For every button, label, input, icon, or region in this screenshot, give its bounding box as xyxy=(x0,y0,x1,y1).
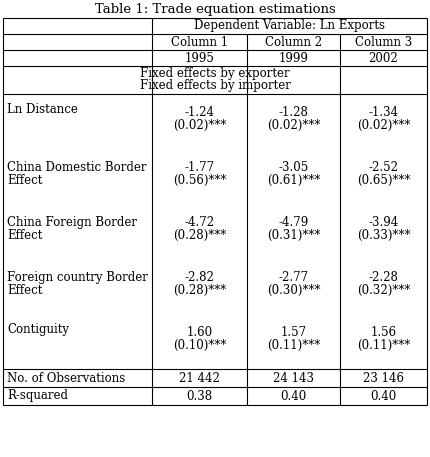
Text: -4.79: -4.79 xyxy=(278,216,309,228)
Text: (0.10)***: (0.10)*** xyxy=(173,340,226,352)
Text: (0.28)***: (0.28)*** xyxy=(173,229,226,242)
Text: -2.77: -2.77 xyxy=(279,271,309,284)
Text: Column 2: Column 2 xyxy=(265,36,322,48)
Text: (0.30)***: (0.30)*** xyxy=(267,284,320,298)
Text: -1.77: -1.77 xyxy=(184,161,215,174)
Text: Fixed effects by importer: Fixed effects by importer xyxy=(140,80,290,92)
Text: Effect: Effect xyxy=(7,229,43,242)
Text: (0.31)***: (0.31)*** xyxy=(267,229,320,242)
Text: -1.34: -1.34 xyxy=(369,106,399,119)
Text: (0.56)***: (0.56)*** xyxy=(173,175,226,187)
Text: 1.56: 1.56 xyxy=(370,326,396,339)
Text: 0.40: 0.40 xyxy=(370,389,396,403)
Text: 0.38: 0.38 xyxy=(187,389,212,403)
Text: -1.28: -1.28 xyxy=(279,106,308,119)
Text: (0.02)***: (0.02)*** xyxy=(357,119,410,133)
Text: Effect: Effect xyxy=(7,284,43,298)
Text: (0.11)***: (0.11)*** xyxy=(267,340,320,352)
Text: (0.32)***: (0.32)*** xyxy=(357,284,410,298)
Text: (0.02)***: (0.02)*** xyxy=(173,119,226,133)
Text: (0.61)***: (0.61)*** xyxy=(267,175,320,187)
Text: China Foreign Border: China Foreign Border xyxy=(7,216,137,228)
Text: Column 1: Column 1 xyxy=(171,36,228,48)
Text: R-squared: R-squared xyxy=(7,389,68,403)
Text: -1.24: -1.24 xyxy=(184,106,215,119)
Text: 2002: 2002 xyxy=(369,52,398,64)
Text: Ln Distance: Ln Distance xyxy=(7,103,78,116)
Text: (0.11)***: (0.11)*** xyxy=(357,340,410,352)
Text: 1.60: 1.60 xyxy=(187,326,212,339)
Text: (0.28)***: (0.28)*** xyxy=(173,284,226,298)
Text: (0.33)***: (0.33)*** xyxy=(357,229,410,242)
Text: Dependent Variable: Ln Exports: Dependent Variable: Ln Exports xyxy=(194,20,385,32)
Text: (0.65)***: (0.65)*** xyxy=(357,175,410,187)
Text: -3.94: -3.94 xyxy=(369,216,399,228)
Text: China Domestic Border: China Domestic Border xyxy=(7,161,147,174)
Text: 1.57: 1.57 xyxy=(280,326,307,339)
Text: 0.40: 0.40 xyxy=(280,389,307,403)
Text: -2.52: -2.52 xyxy=(369,161,399,174)
Text: Fixed effects by exporter: Fixed effects by exporter xyxy=(140,68,290,80)
Text: 23 146: 23 146 xyxy=(363,372,404,384)
Text: -3.05: -3.05 xyxy=(278,161,309,174)
Text: No. of Observations: No. of Observations xyxy=(7,372,125,384)
Text: Table 1: Trade equation estimations: Table 1: Trade equation estimations xyxy=(95,4,335,16)
Text: 24 143: 24 143 xyxy=(273,372,314,384)
Text: Foreign country Border: Foreign country Border xyxy=(7,271,148,284)
Text: 21 442: 21 442 xyxy=(179,372,220,384)
Text: Contiguity: Contiguity xyxy=(7,323,69,336)
Text: -4.72: -4.72 xyxy=(184,216,215,228)
Text: 1995: 1995 xyxy=(184,52,215,64)
Text: (0.02)***: (0.02)*** xyxy=(267,119,320,133)
Text: Column 3: Column 3 xyxy=(355,36,412,48)
Text: 1999: 1999 xyxy=(279,52,308,64)
Text: Effect: Effect xyxy=(7,175,43,187)
Text: -2.82: -2.82 xyxy=(184,271,215,284)
Text: -2.28: -2.28 xyxy=(369,271,399,284)
